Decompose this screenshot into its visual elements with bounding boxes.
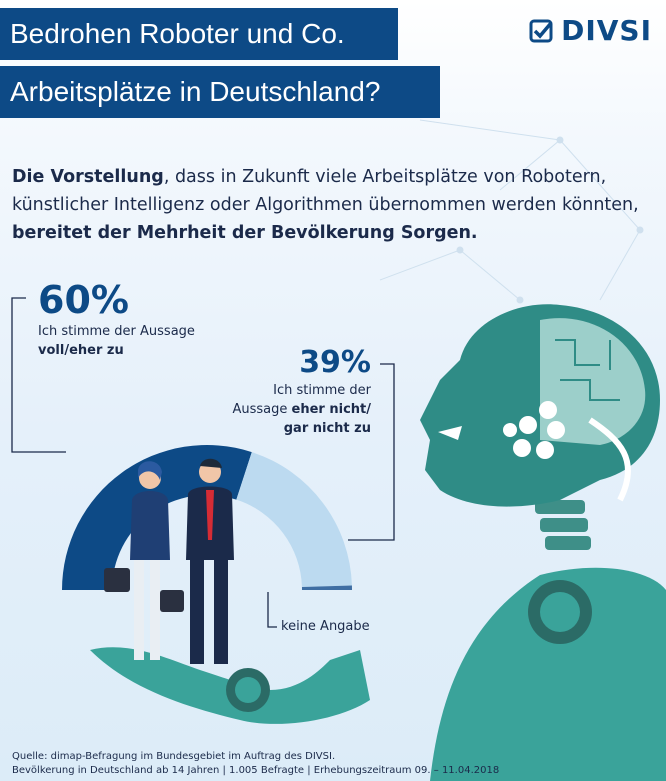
network-background — [379, 119, 644, 304]
disagree-percent: 39% — [299, 345, 371, 380]
source-note: Quelle: dimap-Befragung im Bundesgebiet … — [12, 750, 499, 778]
businesswoman — [104, 461, 170, 660]
disagree-bracket — [348, 363, 395, 541]
agree-label: 60% Ich stimme der Aussage voll/eher zu — [38, 278, 195, 360]
disagree-text-3: gar nicht zu — [283, 421, 371, 436]
logo-text: DIVSI — [561, 14, 652, 47]
intro-body: , dass in Zukunft viele Arbeitsplätze vo… — [12, 167, 639, 215]
title-line-2: Arbeitsplätze in Deutschland? — [0, 66, 440, 118]
intro-bold-end: bereitet der Mehrheit der Bevölkerung So… — [12, 223, 478, 243]
source-line-1: Quelle: dimap-Befragung im Bundesgebiet … — [12, 751, 336, 762]
intro-text: Die Vorstellung, dass in Zukunft viele A… — [12, 163, 642, 247]
robot-eye — [438, 426, 462, 440]
disagree-label: 39% Ich stimme der Aussage eher nicht/ g… — [233, 345, 372, 438]
disagree-text-2a: Aussage — [232, 402, 292, 417]
check-box-icon — [529, 19, 553, 42]
robot-brain — [540, 318, 646, 445]
divsi-logo: DIVSI — [529, 14, 652, 47]
slice-disagree — [236, 452, 352, 588]
businessman — [160, 458, 234, 664]
robot-body — [430, 567, 666, 781]
robot-gear — [503, 401, 565, 459]
agree-bracket — [11, 297, 66, 453]
slice-no-answer — [301, 585, 352, 590]
source-line-2: Bevölkerung in Deutschland ab 14 Jahren … — [12, 765, 500, 776]
disagree-text-2b: eher nicht/ — [291, 402, 371, 417]
title-line-1: Bedrohen Roboter und Co. — [0, 8, 398, 60]
agree-text-2: voll/eher zu — [38, 343, 124, 358]
agree-text-1: Ich stimme der Aussage — [38, 324, 195, 339]
disagree-text-1: Ich stimme der — [273, 383, 371, 398]
robot-cable — [588, 417, 632, 502]
agree-percent: 60% — [38, 278, 129, 322]
no-answer-label: keine Angabe — [281, 619, 370, 634]
intro-bold-start: Die Vorstellung — [12, 167, 164, 187]
no-answer-bracket — [267, 592, 277, 628]
